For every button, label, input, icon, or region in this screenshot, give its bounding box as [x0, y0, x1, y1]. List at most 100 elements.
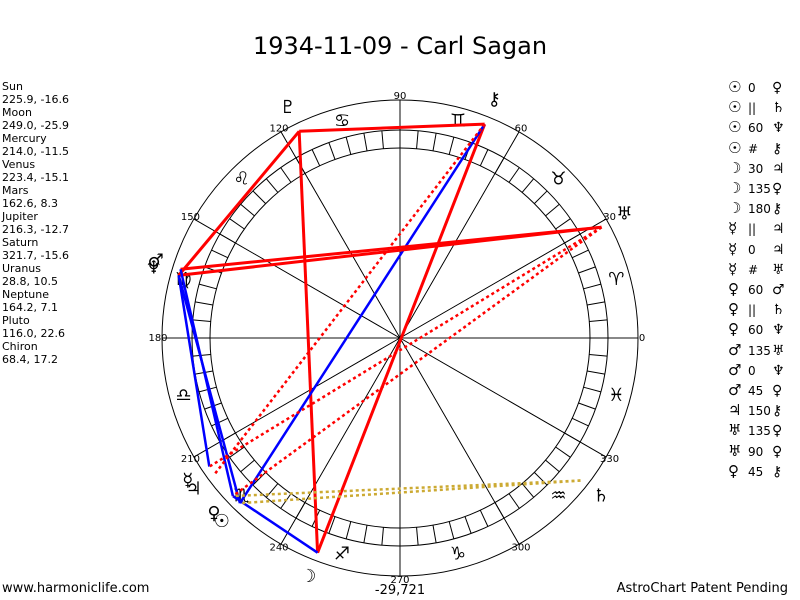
- planet-coords: 223.4, -15.1: [2, 171, 69, 184]
- aspect-value: 0: [748, 81, 756, 95]
- aspect-planet2-glyph: ♄: [772, 100, 785, 117]
- aspect-planet2-glyph: ♂: [772, 282, 785, 299]
- degree-label: 60: [515, 123, 528, 134]
- degree-tick: [521, 483, 535, 498]
- planet-glyph-jupiter: ♃: [186, 479, 202, 500]
- aspect-row: ☉ # ⚷: [728, 139, 800, 159]
- aspect-value: 150: [748, 404, 771, 419]
- degree-tick: [265, 178, 279, 193]
- aspect-row: ♂ 45 ♀: [728, 381, 800, 401]
- degree-label: 300: [511, 543, 530, 554]
- aspect-value: 135: [748, 343, 771, 358]
- aspect-value: 135: [748, 182, 771, 197]
- degree-tick: [479, 509, 489, 527]
- aspect-planet1-glyph: ☿: [728, 259, 738, 278]
- aspect-row: ♅ 135♀: [728, 421, 800, 441]
- degree-tick: [583, 283, 602, 290]
- aspect-line: [316, 123, 487, 554]
- degree-tick: [587, 301, 605, 306]
- degree-label: 270: [390, 575, 409, 586]
- aspect-planet2-glyph: ♄: [772, 302, 785, 319]
- degree-tick: [363, 525, 368, 543]
- aspect-planet2-glyph: ♅: [772, 261, 785, 278]
- aspect-line: [299, 122, 485, 133]
- aspect-value: 45: [748, 384, 764, 399]
- aspect-planet1-glyph: ☉: [728, 118, 742, 137]
- degree-tick: [578, 402, 596, 410]
- planet-name: Pluto: [2, 314, 30, 327]
- zodiac-sign-glyph: ♓: [608, 385, 624, 406]
- degree-tick: [533, 190, 548, 205]
- aspect-value: 0: [748, 363, 756, 378]
- degree-tick: [448, 521, 455, 540]
- aspect-planet1-glyph: ☽: [728, 158, 742, 177]
- degree-tick: [229, 218, 245, 230]
- planet-glyph-mars: ♂: [148, 250, 164, 271]
- aspect-row: ♅ 90 ♀: [728, 442, 800, 462]
- degree-tick: [545, 459, 560, 473]
- chart-title: 1934-11-09 - Carl Sagan: [252, 32, 548, 60]
- planet-coords: 116.0, 22.6: [2, 327, 65, 340]
- aspect-row: ☿ || ♃: [728, 219, 800, 239]
- degree-tick: [416, 130, 419, 149]
- degree-tick: [240, 459, 255, 473]
- degree-tick: [583, 386, 602, 393]
- aspect-value: 90: [748, 444, 764, 459]
- degree-tick: [211, 249, 229, 259]
- aspect-row: ☽ 180⚷: [728, 199, 800, 219]
- aspect-planet2-glyph: ♆: [772, 120, 785, 137]
- degree-tick: [533, 471, 548, 486]
- zodiac-sign-glyph: ♊: [450, 111, 466, 132]
- aspect-value: 135: [748, 424, 771, 439]
- degree-tick: [381, 527, 384, 546]
- degree-tick: [571, 417, 589, 427]
- aspect-value: #: [748, 141, 759, 156]
- aspect-planet1-glyph: ♀: [728, 280, 739, 299]
- degree-tick: [192, 354, 211, 357]
- degree-tick: [416, 527, 419, 546]
- aspect-planet2-glyph: ♀: [772, 181, 783, 198]
- zodiac-sign-glyph: ♐: [334, 543, 350, 564]
- planet-name: Sun: [2, 80, 23, 93]
- aspect-row: ☉ 60 ♆: [728, 118, 800, 138]
- degree-tick: [521, 178, 535, 193]
- degree-tick: [587, 370, 605, 375]
- aspect-planet2-glyph: ♃: [772, 221, 785, 238]
- degree-label: 330: [600, 454, 619, 465]
- planet-coords: 214.0, -11.5: [2, 145, 69, 158]
- aspect-value: 45: [748, 464, 764, 479]
- aspect-row: ☉ || ♄: [728, 98, 800, 118]
- aspect-planet1-glyph: ☽: [728, 179, 742, 198]
- center-value: -29,721: [375, 583, 425, 598]
- aspect-row: ☉ 0 ♀: [728, 78, 800, 98]
- degree-tick: [589, 354, 608, 357]
- degree-tick: [432, 133, 437, 151]
- planet-coords: 164.2, 7.1: [2, 301, 58, 314]
- degree-tick: [195, 301, 213, 306]
- aspect-line: [232, 479, 581, 498]
- planet-name: Mars: [2, 184, 29, 197]
- aspect-line: [179, 268, 235, 497]
- site-url[interactable]: www.harmoniclife.com: [2, 581, 150, 596]
- aspect-planet2-glyph: ♅: [772, 342, 785, 359]
- zodiac-sign-glyph: ♑: [450, 543, 466, 564]
- degree-tick: [381, 130, 384, 149]
- aspect-grid-list: ☉ 0 ♀ ☉ || ♄ ☉ 60 ♆ ☉ # ⚷ ☽ 30 ♃ ☽ 135♀ ☽ 180⚷ ☿ || ♃ ☿ 0 ♃ ☿ # ♅ ♀ 6…: [728, 78, 800, 482]
- degree-tick: [363, 133, 368, 151]
- degree-tick: [252, 471, 267, 486]
- aspect-value: 60: [748, 283, 764, 298]
- aspect-planet1-glyph: ☿: [728, 219, 738, 238]
- planet-coords: 321.7, -15.6: [2, 249, 69, 262]
- planet-name: Jupiter: [2, 210, 38, 223]
- aspect-planet2-glyph: ♀: [772, 443, 783, 460]
- degree-tick: [328, 142, 336, 160]
- aspect-line: [238, 123, 486, 504]
- aspect-planet1-glyph: ☽: [728, 199, 742, 218]
- aspect-row: ☿ 0 ♃: [728, 240, 800, 260]
- degree-label: 180: [148, 333, 167, 344]
- aspect-planet2-glyph: ♀: [772, 423, 783, 440]
- aspect-value: #: [748, 262, 759, 277]
- aspect-row: ♂ 135♅: [728, 341, 800, 361]
- aspect-planet2-glyph: ⚷: [772, 201, 783, 218]
